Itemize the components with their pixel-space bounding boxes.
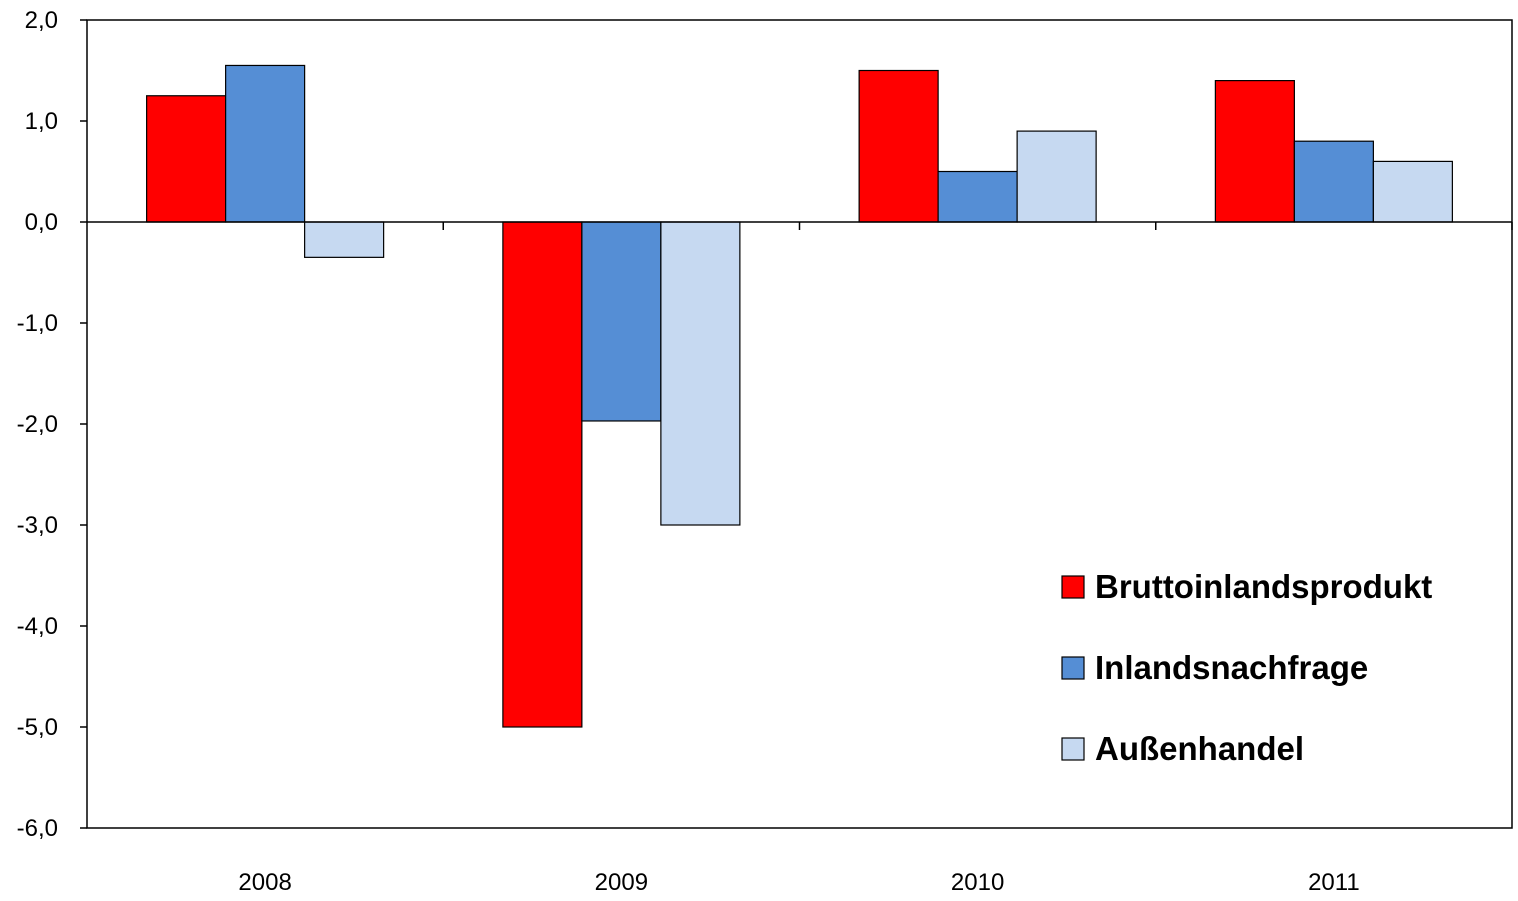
y-axis: 2,0 1,0 0,0 -1,0 -2,0 -3,0 -4,0 -5,0 -6,0 xyxy=(17,7,87,842)
bar-bruttoinlandsprodukt-2011 xyxy=(1214,79,1295,223)
bar-inlandsnachfrage-2009 xyxy=(581,221,662,422)
x-tick-label: 2008 xyxy=(238,869,291,896)
legend-label: Bruttoinlandsprodukt xyxy=(1095,568,1432,605)
y-tick-label: -1,0 xyxy=(17,310,58,337)
y-tick-label: -4,0 xyxy=(17,613,58,640)
bar-inlandsnachfrage-2010 xyxy=(937,170,1018,223)
bar-inlandsnachfrage-2011 xyxy=(1293,140,1374,223)
bar-inlandsnachfrage-2008 xyxy=(225,64,306,223)
y-tick-label: -6,0 xyxy=(17,815,58,842)
x-axis: 2008 2009 2010 2011 xyxy=(238,222,1513,896)
legend-swatch-außenhandel xyxy=(1061,737,1085,761)
bar-bruttoinlandsprodukt-2009 xyxy=(502,221,583,728)
y-tick-label: -3,0 xyxy=(17,512,58,539)
legend-swatch-inlandsnachfrage xyxy=(1061,656,1085,680)
bar-außenhandel-2010 xyxy=(1016,130,1097,223)
bar-außenhandel-2011 xyxy=(1372,160,1453,223)
y-tick-label: 1,0 xyxy=(25,108,58,135)
x-tick-label: 2009 xyxy=(595,869,648,896)
bars-layer xyxy=(146,64,1453,728)
y-tick-label: -5,0 xyxy=(17,714,58,741)
bar-bruttoinlandsprodukt-2010 xyxy=(858,69,939,223)
bar-außenhandel-2008 xyxy=(304,221,385,258)
x-tick-label: 2011 xyxy=(1308,869,1360,896)
y-tick-label: -2,0 xyxy=(17,411,58,438)
legend-swatch-bruttoinlandsprodukt xyxy=(1061,575,1085,599)
bar-bruttoinlandsprodukt-2008 xyxy=(146,95,227,223)
legend-label: Außenhandel xyxy=(1095,730,1304,767)
legend-label: Inlandsnachfrage xyxy=(1095,649,1368,686)
bar-außenhandel-2009 xyxy=(660,221,741,526)
y-tick-label: 0,0 xyxy=(25,209,58,236)
y-tick-label: 2,0 xyxy=(25,7,58,34)
x-tick-label: 2010 xyxy=(951,869,1004,896)
legend: Bruttoinlandsprodukt Inlandsnachfrage Auße… xyxy=(1061,568,1432,767)
